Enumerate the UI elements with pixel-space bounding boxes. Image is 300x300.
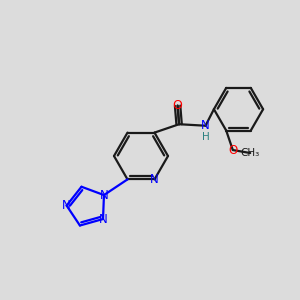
Text: N: N [100, 189, 108, 202]
Text: N: N [150, 173, 159, 186]
Text: H: H [202, 132, 209, 142]
Text: N: N [62, 199, 71, 212]
Text: N: N [99, 212, 107, 226]
Text: O: O [228, 143, 237, 157]
Text: N: N [201, 119, 210, 132]
Text: CH₃: CH₃ [241, 148, 260, 158]
Text: O: O [173, 99, 182, 112]
